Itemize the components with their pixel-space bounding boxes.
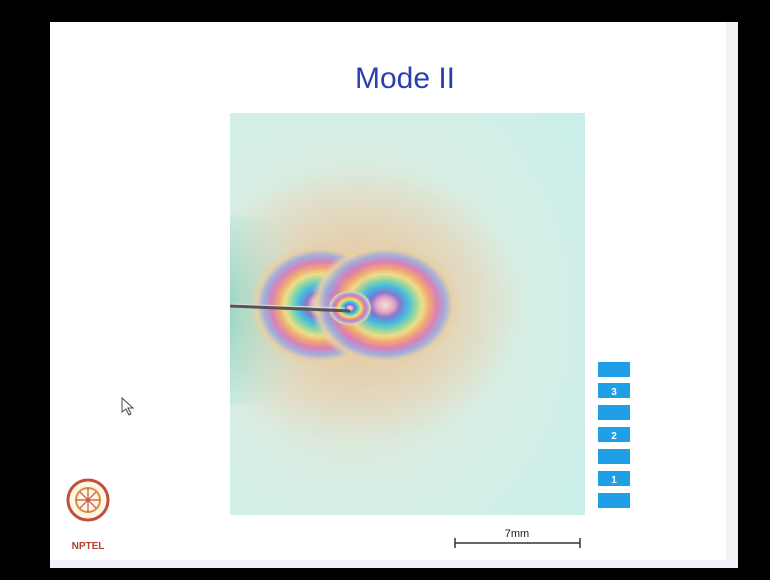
- scrollbar[interactable]: [726, 22, 738, 567]
- fringe-order-label: 2: [611, 431, 617, 442]
- scale-label: 7mm: [505, 528, 529, 540]
- fringe-order-label: 1: [611, 475, 617, 486]
- slide-title: Mode II: [355, 62, 455, 95]
- logo: NPTEL: [68, 480, 108, 552]
- screen: Mode II 3 2 1 7mm NPTEL: [0, 0, 770, 580]
- logo-text: NPTEL: [72, 541, 105, 552]
- fringe-order-label: 3: [611, 387, 617, 398]
- status-bar: [50, 560, 738, 568]
